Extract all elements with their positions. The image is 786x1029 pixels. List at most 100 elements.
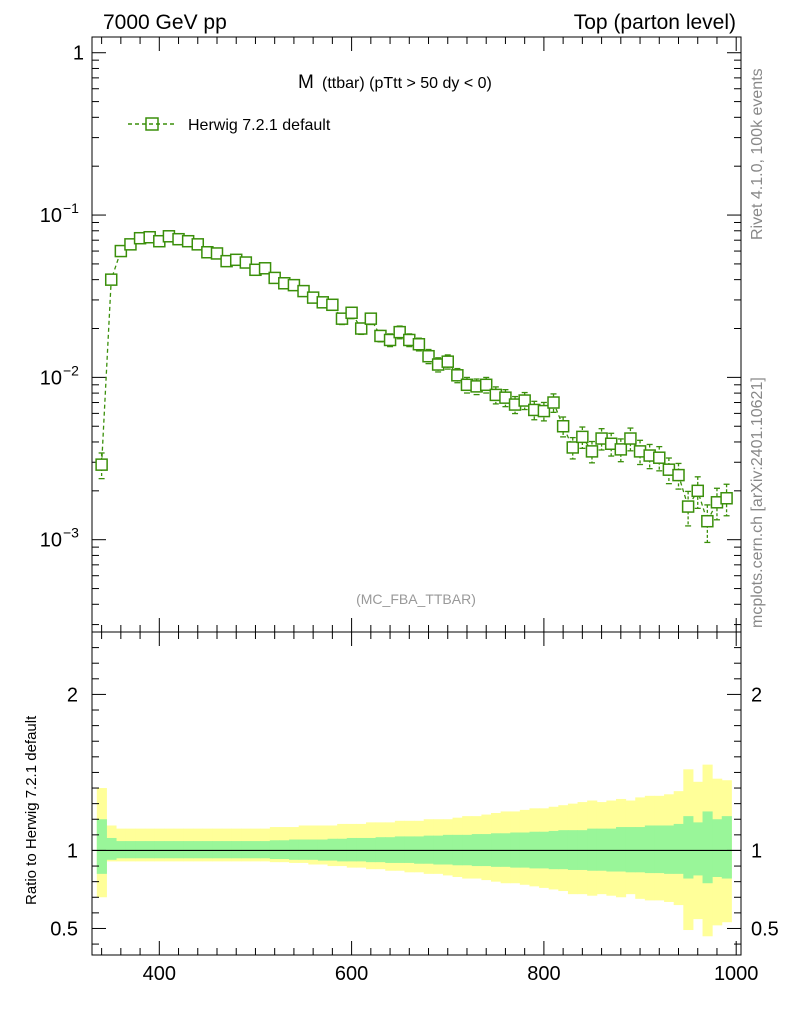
band-inner bbox=[106, 837, 117, 860]
legend-marker bbox=[145, 117, 159, 131]
rivet-label: Rivet 4.1.0, 100k events bbox=[749, 68, 766, 240]
band-inner bbox=[231, 841, 242, 859]
ratio-ytick-label-right: 2 bbox=[751, 684, 762, 706]
band-inner bbox=[221, 841, 232, 859]
data-point bbox=[720, 492, 733, 505]
band-inner bbox=[173, 841, 184, 859]
band-inner bbox=[96, 819, 107, 874]
data-point bbox=[412, 337, 426, 351]
xtick-label: 1000 bbox=[714, 963, 759, 985]
header-left: 7000 GeV pp bbox=[103, 11, 227, 34]
band-inner bbox=[192, 841, 204, 859]
ytick-exponent: −1 bbox=[63, 200, 79, 216]
ytick-exponent: −2 bbox=[63, 362, 79, 378]
band-inner bbox=[154, 841, 165, 859]
band-inner bbox=[241, 841, 252, 859]
header-right: Top (parton level) bbox=[574, 11, 736, 34]
ytick-exponent: −3 bbox=[63, 525, 79, 541]
xtick-label: 600 bbox=[335, 963, 368, 985]
band-inner bbox=[712, 819, 723, 877]
data-point bbox=[422, 349, 435, 363]
data-point bbox=[95, 458, 108, 471]
band-inner bbox=[721, 816, 732, 879]
band-inner bbox=[212, 841, 223, 859]
ytick-label: 10 bbox=[40, 530, 62, 552]
band-inner bbox=[289, 839, 300, 860]
band-inner bbox=[423, 835, 434, 864]
data-point bbox=[258, 262, 272, 275]
data-point bbox=[451, 369, 464, 382]
band-inner bbox=[673, 823, 684, 874]
data-point bbox=[297, 284, 310, 298]
band-inner bbox=[654, 825, 665, 874]
band-inner bbox=[394, 836, 405, 863]
band-inner bbox=[135, 841, 146, 859]
ytick-label: 10 bbox=[40, 205, 62, 227]
band-inner bbox=[279, 840, 290, 860]
data-point bbox=[518, 394, 531, 407]
ytick-label: 1 bbox=[73, 43, 84, 65]
band-inner bbox=[644, 825, 655, 874]
band-inner bbox=[164, 841, 175, 859]
main-series bbox=[95, 230, 733, 544]
legend: Herwig 7.2.1 default bbox=[128, 117, 331, 134]
band-inner bbox=[625, 827, 636, 873]
mcplots-label: mcplots.cern.ch [arXiv:2401.10621] bbox=[749, 377, 766, 628]
band-inner bbox=[308, 839, 319, 860]
data-point bbox=[576, 430, 589, 444]
xtick-label: 400 bbox=[143, 963, 176, 985]
band-inner bbox=[144, 841, 155, 859]
band-inner bbox=[125, 841, 136, 859]
data-point bbox=[114, 244, 128, 258]
band-inner bbox=[664, 825, 675, 874]
ratio-ytick-label-right: 1 bbox=[751, 840, 762, 862]
xtick-label: 800 bbox=[527, 963, 560, 985]
data-point bbox=[383, 333, 397, 347]
data-point bbox=[499, 391, 512, 404]
plot-title-suffix: (ttbar) (pTtt > 50 dy < 0) bbox=[322, 75, 492, 92]
band-inner bbox=[116, 841, 127, 859]
ratio-frame bbox=[91, 631, 742, 956]
band-inner bbox=[442, 834, 454, 865]
data-point bbox=[441, 355, 454, 368]
main-axes: 110−110−210−3 bbox=[40, 36, 742, 633]
band-inner bbox=[635, 827, 646, 873]
plot-title: M bbox=[298, 72, 314, 93]
analysis-label: (MC_FBA_TTBAR) bbox=[356, 591, 476, 607]
data-point bbox=[653, 451, 666, 464]
band-inner bbox=[269, 840, 280, 860]
ratio-ytick-label: 0.5 bbox=[50, 918, 78, 940]
data-point bbox=[701, 514, 714, 528]
data-point bbox=[566, 441, 579, 454]
band-inner bbox=[692, 822, 704, 876]
data-point bbox=[354, 322, 368, 335]
ratio-ytick-label: 1 bbox=[67, 840, 78, 862]
ratio-axes: 0.5 0.5 1 1 2 2 400 600 800 1000 bbox=[50, 631, 779, 985]
data-point bbox=[614, 443, 628, 456]
data-point bbox=[210, 247, 224, 260]
data-point bbox=[345, 306, 358, 320]
data-point bbox=[672, 468, 685, 482]
band-inner bbox=[558, 830, 569, 870]
data-point bbox=[364, 312, 378, 325]
ratio-ytick-label: 2 bbox=[67, 684, 78, 706]
data-point bbox=[537, 404, 551, 418]
band-inner bbox=[587, 828, 598, 871]
data-point bbox=[393, 325, 406, 339]
band-inner bbox=[250, 841, 261, 859]
data-point bbox=[326, 298, 339, 312]
band-inner bbox=[356, 837, 367, 862]
data-point bbox=[585, 445, 599, 458]
data-point bbox=[691, 484, 704, 498]
band-inner bbox=[596, 828, 607, 871]
ratio-ylabel: Ratio to Herwig 7.2.1 default bbox=[23, 715, 40, 905]
data-point bbox=[547, 396, 560, 409]
band-inner bbox=[346, 837, 357, 862]
legend-label: Herwig 7.2.1 default bbox=[188, 117, 331, 134]
band-inner bbox=[702, 811, 713, 884]
data-point bbox=[239, 256, 253, 269]
data-point bbox=[556, 419, 570, 433]
band-inner bbox=[404, 836, 415, 863]
band-inner bbox=[683, 816, 694, 879]
